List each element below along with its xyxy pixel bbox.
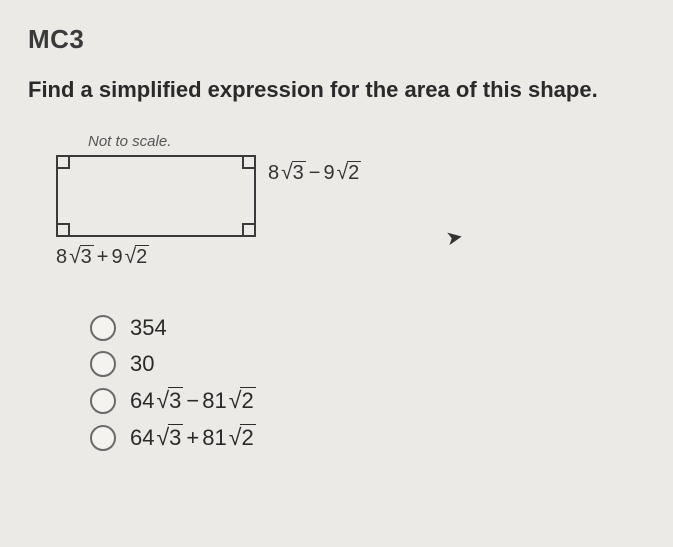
radio-icon	[90, 388, 116, 414]
rectangle-shape	[56, 155, 256, 237]
option-c[interactable]: 64 3−81 2	[90, 387, 645, 414]
radicand: 2	[347, 161, 361, 184]
options-list: 354 30 64 3−81 2 64 3+81 2	[90, 315, 645, 451]
right-angle-marker	[242, 223, 254, 235]
coef: 9	[323, 162, 334, 184]
option-d[interactable]: 64 3+81 2	[90, 424, 645, 451]
radicand: 3	[168, 424, 183, 450]
scale-label: Not to scale.	[88, 133, 171, 150]
radio-icon	[90, 425, 116, 451]
sqrt-icon: 2	[123, 245, 150, 269]
operator: +	[94, 246, 112, 268]
question-prompt: Find a simplified expression for the are…	[28, 77, 645, 103]
right-angle-marker	[58, 157, 70, 169]
option-label: 30	[130, 351, 154, 377]
sqrt-icon: 3	[67, 245, 94, 269]
radio-icon	[90, 315, 116, 341]
radicand: 3	[80, 245, 94, 268]
dimension-bottom: 83+92	[56, 245, 149, 269]
option-label: 354	[130, 315, 167, 341]
coef: 9	[111, 246, 122, 268]
coef: 64	[130, 388, 154, 413]
right-angle-marker	[58, 223, 70, 235]
sqrt-icon: 2	[335, 161, 362, 185]
coef: 64	[130, 425, 154, 450]
option-b[interactable]: 30	[90, 351, 645, 377]
operator: +	[183, 425, 202, 450]
right-angle-marker	[242, 157, 254, 169]
cursor-icon: ➤	[444, 224, 465, 252]
dimension-right: 83−92	[268, 161, 361, 185]
sqrt-icon: 3	[279, 161, 306, 185]
figure: Not to scale. 83−92 83+92 ➤	[28, 133, 645, 303]
radicand: 2	[240, 387, 255, 413]
coef: 81	[202, 388, 226, 413]
sqrt-icon: 3	[154, 387, 183, 414]
sqrt-icon: 2	[227, 387, 256, 414]
radicand: 3	[292, 161, 306, 184]
option-label: 64 3+81 2	[130, 424, 256, 451]
operator: −	[183, 388, 202, 413]
coef: 81	[202, 425, 226, 450]
radio-icon	[90, 351, 116, 377]
operator: −	[306, 162, 324, 184]
radicand: 2	[240, 424, 255, 450]
sqrt-icon: 2	[227, 424, 256, 451]
sqrt-icon: 3	[154, 424, 183, 451]
radicand: 2	[135, 245, 149, 268]
coef: 8	[268, 162, 279, 184]
radicand: 3	[168, 387, 183, 413]
option-label: 64 3−81 2	[130, 387, 256, 414]
question-id: MC3	[28, 24, 645, 55]
coef: 8	[56, 246, 67, 268]
option-a[interactable]: 354	[90, 315, 645, 341]
